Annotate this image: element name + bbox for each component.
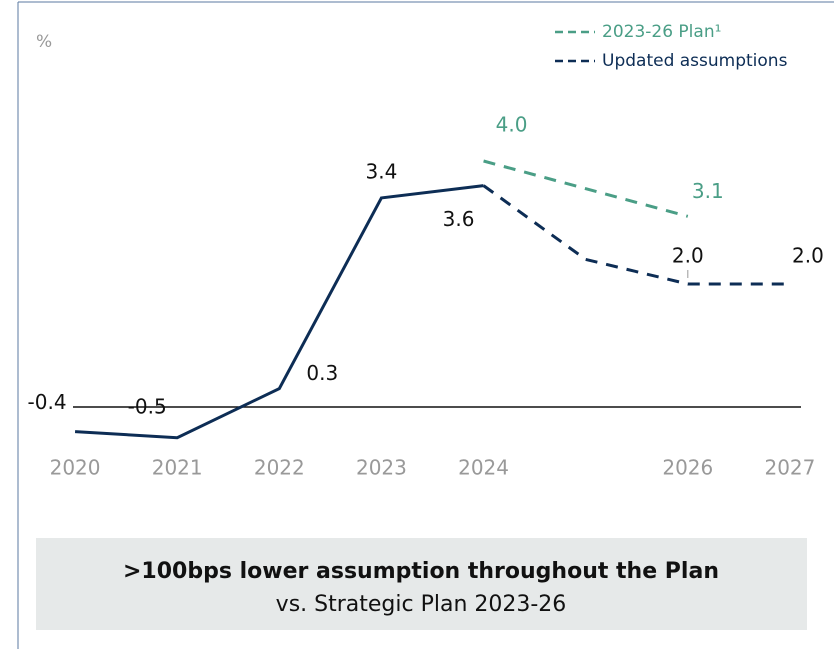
callout-title: >100bps lower assumption throughout the … [123,559,719,584]
data-label: 2.0 [672,244,704,268]
data-label: 4.0 [496,113,528,137]
data-label: 3.4 [366,159,398,183]
legend-label: Updated assumptions [602,51,788,71]
x-tick-label: 2022 [254,456,305,480]
legend-label: 2023-26 Plan¹ [602,22,721,42]
series-line [74,184,484,440]
unit-label: % [36,32,52,52]
data-label: 3.6 [443,207,475,231]
callout-subtitle: vs. Strategic Plan 2023-26 [276,592,567,617]
x-tick-label: 2027 [764,456,815,480]
data-label: -0.5 [128,394,167,418]
x-tick-label: 2024 [458,456,509,480]
data-label: 0.3 [306,361,338,385]
data-label: 3.1 [692,179,724,203]
x-tick-label: 2023 [356,456,407,480]
series-line [482,184,790,286]
callout-box [36,538,807,630]
data-label: 2.0 [792,244,824,268]
x-tick-label: 2026 [662,456,713,480]
x-tick-label: 2020 [50,456,101,480]
x-tick-label: 2021 [152,456,203,480]
data-label: -0.4 [28,390,67,414]
series-line [483,159,689,218]
